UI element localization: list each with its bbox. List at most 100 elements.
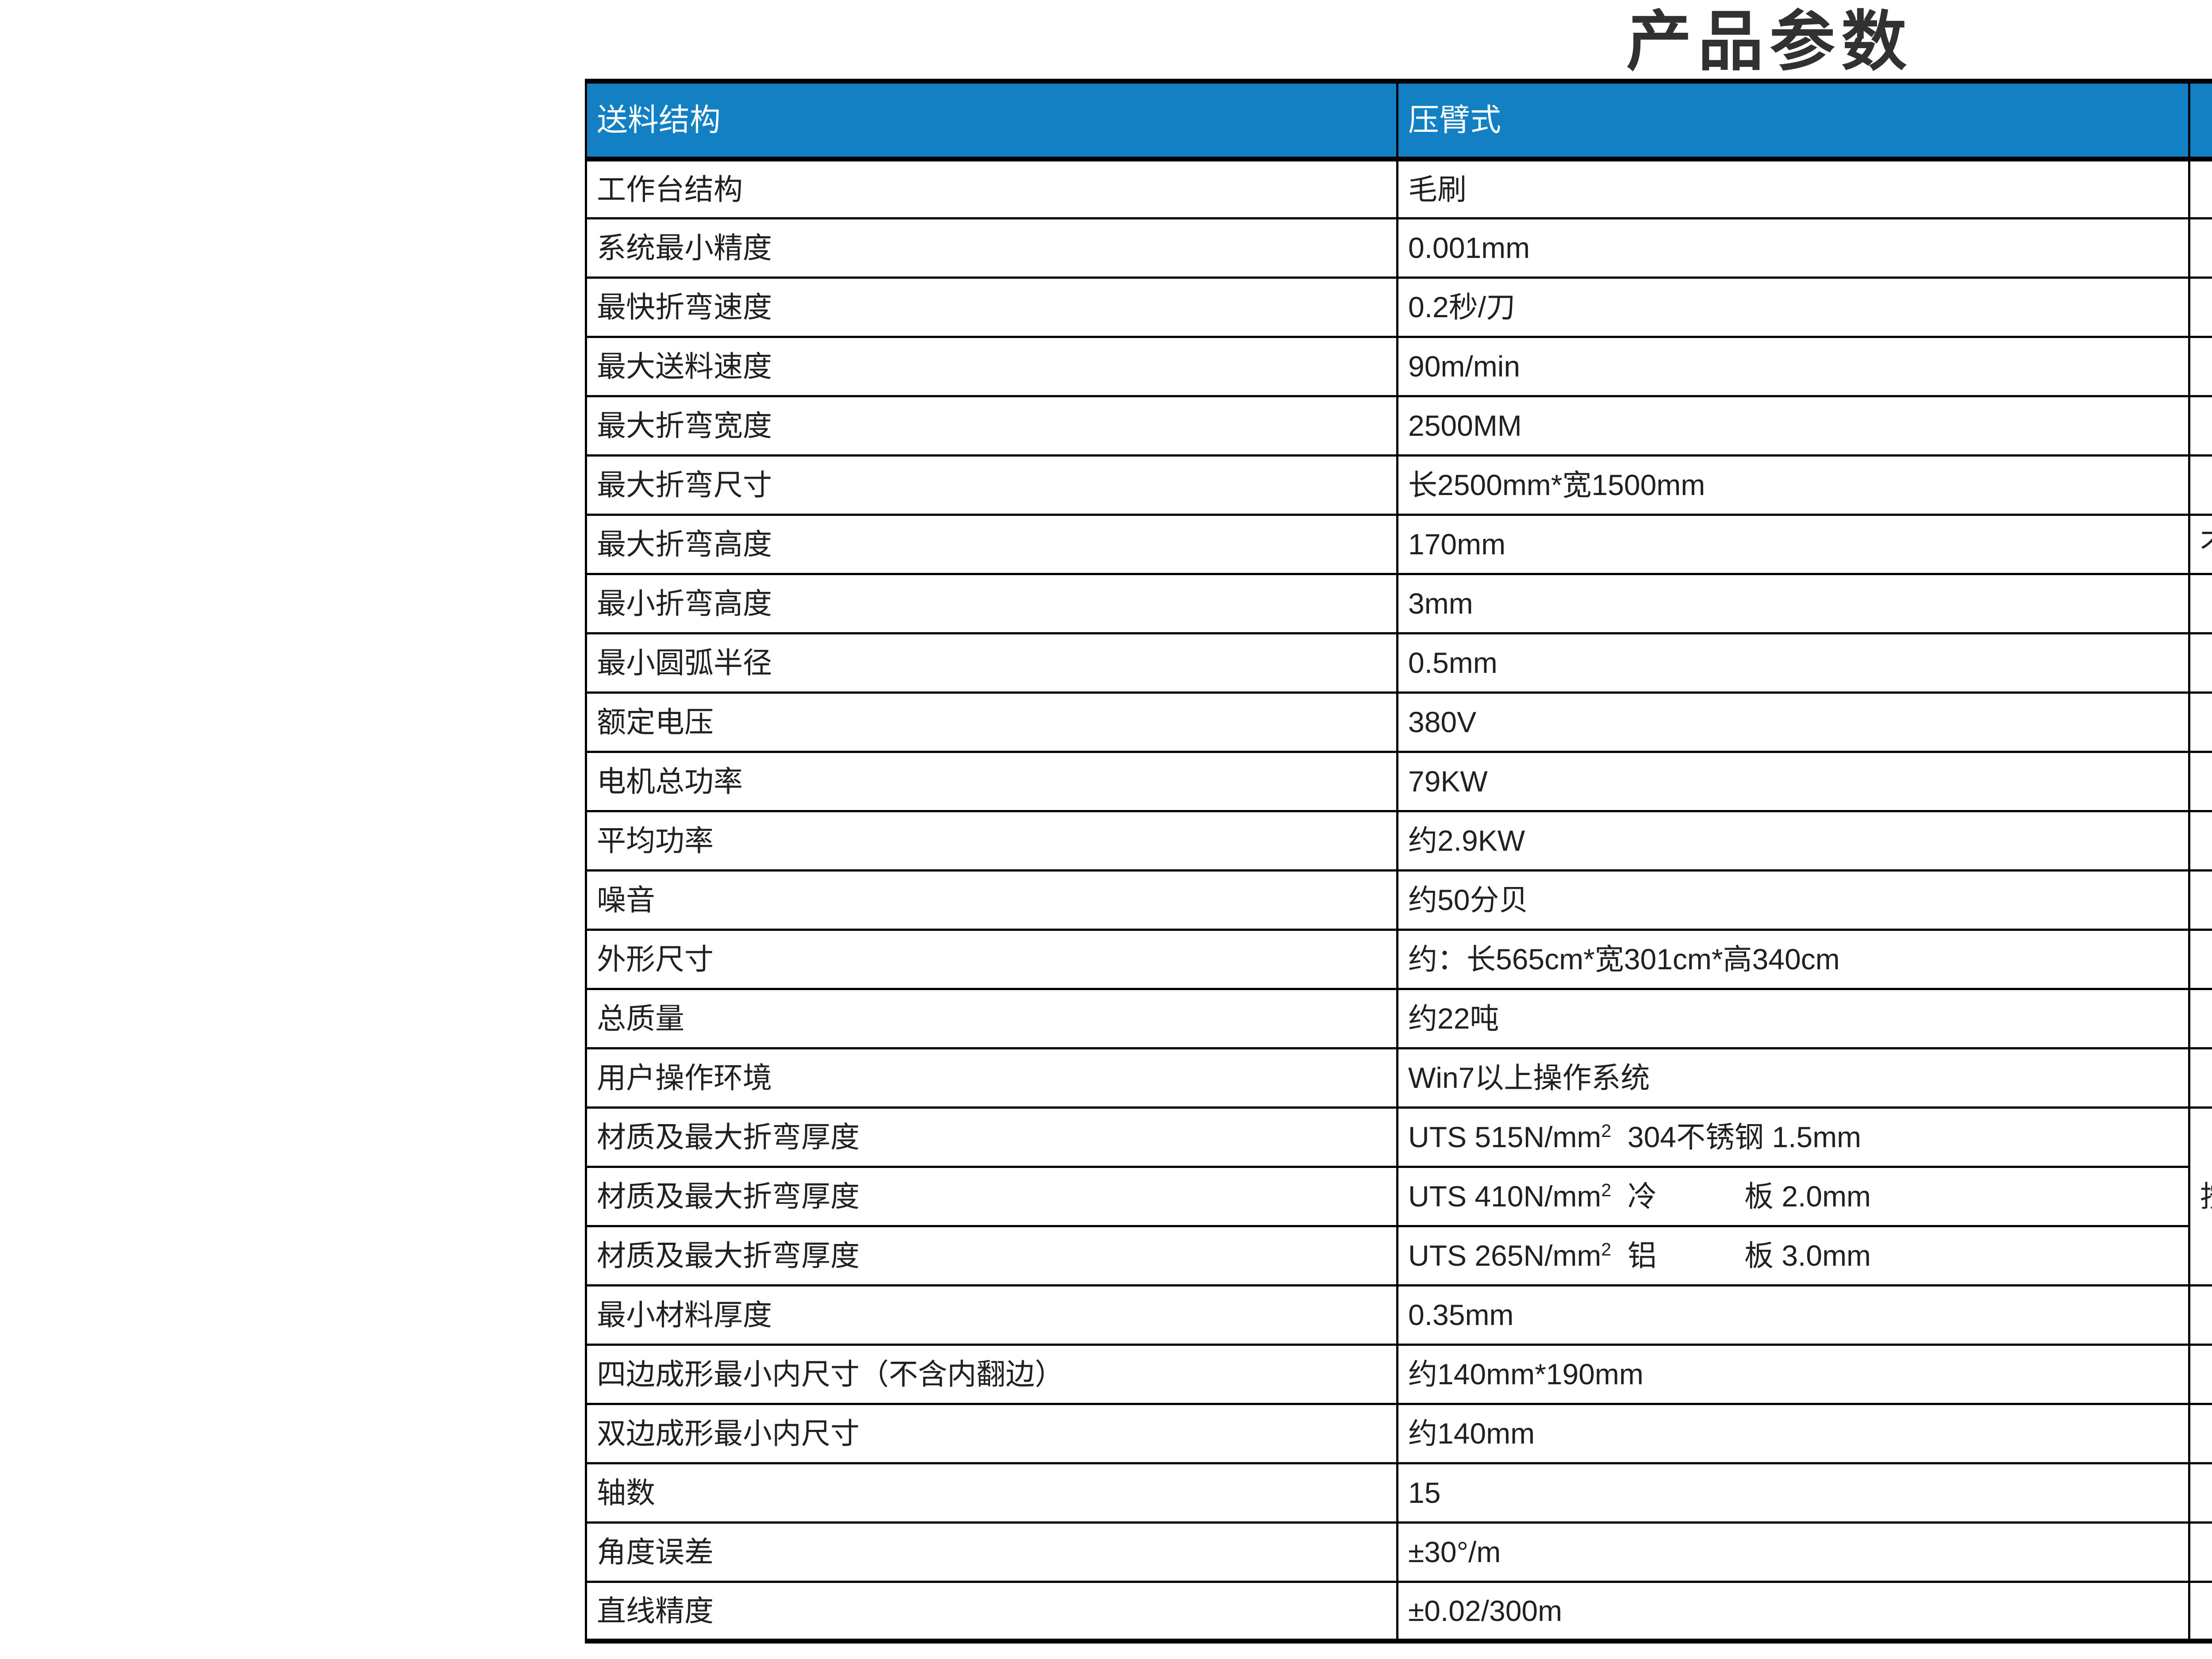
spec-value-cell: 2500MM bbox=[1396, 395, 2190, 457]
spec-value-cell: 毛刷 bbox=[1396, 158, 2190, 219]
table-row-material: 材质及最大折弯厚度 UTS 265N/mm2 铝 板 3.0mm bbox=[585, 1225, 2212, 1286]
spec-note-cell bbox=[2188, 158, 2212, 219]
page-title: 产品参数 bbox=[1626, 5, 1913, 78]
spec-value-cell: 约50分贝 bbox=[1396, 869, 2190, 931]
spec-value-cell: ±0.02/300m bbox=[1396, 1581, 2190, 1642]
product-spec-table: 送料结构 压臂式 工作台结构 毛刷 系统最小精度 0.001mm 最快折弯速度 0.2秒/… bbox=[585, 79, 2212, 1644]
spec-name-cell: 最快折弯速度 bbox=[585, 276, 1398, 338]
spec-note-cell bbox=[2188, 1047, 2212, 1109]
header-cell-feed-structure-value: 压臂式 bbox=[1396, 79, 2190, 161]
table-row: 工作台结构 毛刷 bbox=[585, 158, 2212, 219]
spec-name-cell: 外形尺寸 bbox=[585, 929, 1398, 990]
spec-value-cell: 0.001mm bbox=[1396, 217, 2190, 279]
table-row: 平均功率 约2.9KW bbox=[585, 810, 2212, 872]
material-thickness-label: 铝 板 3.0mm bbox=[1611, 1239, 1871, 1272]
spec-name-cell: 角度误差 bbox=[585, 1521, 1398, 1583]
spec-note-cell bbox=[2188, 691, 2212, 753]
table-row: 最快折弯速度 0.2秒/刀 bbox=[585, 276, 2212, 338]
uts-strength-label: UTS 410N/mm bbox=[1408, 1180, 1601, 1213]
spec-name-cell: 平均功率 bbox=[585, 810, 1398, 872]
table-row: 轴数 15 bbox=[585, 1462, 2212, 1524]
spec-value-cell: 90m/min bbox=[1396, 336, 2190, 397]
spec-name-cell: 最小材料厚度 bbox=[585, 1284, 1398, 1346]
spec-note-cell-merged: 按照0.8mm厚度出厂调机 bbox=[2188, 1106, 2212, 1286]
spec-name-cell: 直线精度 bbox=[585, 1581, 1398, 1642]
superscript-two: 2 bbox=[1601, 1121, 1612, 1141]
spec-note-cell bbox=[2188, 632, 2212, 694]
spec-note-cell bbox=[2188, 929, 2212, 990]
spec-note-cell bbox=[2188, 1521, 2212, 1583]
table-row: 总质量 约22吨 bbox=[585, 988, 2212, 1049]
table-row: 系统最小精度 0.001mm bbox=[585, 217, 2212, 279]
spec-value-cell: 15 bbox=[1396, 1462, 2190, 1524]
superscript-two: 2 bbox=[1601, 1180, 1612, 1201]
table-row: 噪音 约50分贝 bbox=[585, 869, 2212, 931]
table-row: 外形尺寸 约：长565cm*宽301cm*高340cm bbox=[585, 929, 2212, 990]
spec-name-cell: 噪音 bbox=[585, 869, 1398, 931]
spec-name-cell: 轴数 bbox=[585, 1462, 1398, 1524]
spec-value-cell: 约140mm*190mm bbox=[1396, 1344, 2190, 1405]
spec-note-cell bbox=[2188, 1462, 2212, 1524]
spec-value-cell: 3mm bbox=[1396, 573, 2190, 634]
uts-strength-label: UTS 515N/mm bbox=[1408, 1121, 1601, 1154]
spec-name-cell: 用户操作环境 bbox=[585, 1047, 1398, 1109]
spec-value-cell: 约22吨 bbox=[1396, 988, 2190, 1049]
spec-name-cell: 材质及最大折弯厚度 bbox=[585, 1225, 1398, 1286]
spec-name-cell: 额定电压 bbox=[585, 691, 1398, 753]
spec-value-cell: 79KW bbox=[1396, 751, 2190, 812]
spec-note-cell bbox=[2188, 869, 2212, 931]
spec-value-cell: 170mm bbox=[1396, 514, 2190, 575]
table-row: 角度误差 ±30°/m bbox=[585, 1521, 2212, 1583]
table-row: 最大送料速度 90m/min bbox=[585, 336, 2212, 397]
spec-name-cell: 总质量 bbox=[585, 988, 1398, 1049]
table-row: 电机总功率 79KW bbox=[585, 751, 2212, 812]
spec-name-cell: 最小圆弧半径 bbox=[585, 632, 1398, 694]
spec-name-cell: 最大折弯尺寸 bbox=[585, 454, 1398, 516]
material-thickness-label: 冷 板 2.0mm bbox=[1611, 1180, 1871, 1213]
spec-value-cell: 约：长565cm*宽301cm*高340cm bbox=[1396, 929, 2190, 990]
table-row: 四边成形最小内尺寸（不含内翻边） 约140mm*190mm bbox=[585, 1344, 2212, 1405]
header-cell-feed-structure: 送料结构 bbox=[585, 79, 1398, 161]
spec-value-cell: ±30°/m bbox=[1396, 1521, 2190, 1583]
spec-note-cell bbox=[2188, 336, 2212, 397]
spec-value-cell: 约2.9KW bbox=[1396, 810, 2190, 872]
spec-value-cell: 0.35mm bbox=[1396, 1284, 2190, 1346]
spec-name-cell: 最大折弯高度 bbox=[585, 514, 1398, 575]
spec-note-cell bbox=[2188, 810, 2212, 872]
spec-value-cell-material: UTS 265N/mm2 铝 板 3.0mm bbox=[1396, 1225, 2190, 1286]
spec-name-cell: 最小折弯高度 bbox=[585, 573, 1398, 634]
table-row-material: 材质及最大折弯厚度 UTS 410N/mm2 冷 板 2.0mm bbox=[585, 1166, 2212, 1227]
spec-value-cell: 0.5mm bbox=[1396, 632, 2190, 694]
spec-value-cell: 约140mm bbox=[1396, 1403, 2190, 1464]
spec-value-cell: 长2500mm*宽1500mm bbox=[1396, 454, 2190, 516]
spec-note-cell bbox=[2188, 276, 2212, 338]
table-row: 用户操作环境 Win7以上操作系统 bbox=[585, 1047, 2212, 1109]
spec-note-cell bbox=[2188, 1403, 2212, 1464]
table-row: 最大折弯尺寸 长2500mm*宽1500mm bbox=[585, 454, 2212, 516]
spec-name-cell: 最大送料速度 bbox=[585, 336, 1398, 397]
table-row: 最小材料厚度 0.35mm bbox=[585, 1284, 2212, 1346]
spec-table-container: 送料结构 压臂式 工作台结构 毛刷 系统最小精度 0.001mm 最快折弯速度 0.2秒/… bbox=[585, 79, 2212, 1644]
spec-value-cell-material: UTS 515N/mm2 304不锈钢 1.5mm bbox=[1396, 1106, 2190, 1168]
spec-name-cell: 双边成形最小内尺寸 bbox=[585, 1403, 1398, 1464]
table-row: 最大折弯宽度 2500MM bbox=[585, 395, 2212, 457]
spec-note-cell: 不含合页刀高度 bbox=[2188, 514, 2212, 575]
spec-name-cell: 四边成形最小内尺寸（不含内翻边） bbox=[585, 1344, 1398, 1405]
spec-note-cell bbox=[2188, 1581, 2212, 1642]
spec-value-cell: Win7以上操作系统 bbox=[1396, 1047, 2190, 1109]
superscript-two: 2 bbox=[1601, 1239, 1612, 1260]
spec-value-cell: 380V bbox=[1396, 691, 2190, 753]
spec-note-cell bbox=[2188, 1284, 2212, 1346]
spec-name-cell: 材质及最大折弯厚度 bbox=[585, 1106, 1398, 1168]
table-row: 最小圆弧半径 0.5mm bbox=[585, 632, 2212, 694]
table-header-row: 送料结构 压臂式 bbox=[585, 79, 2212, 161]
table-row: 额定电压 380V bbox=[585, 691, 2212, 753]
table-row: 最小折弯高度 3mm bbox=[585, 573, 2212, 634]
spec-note-cell bbox=[2188, 217, 2212, 279]
spec-name-cell: 材质及最大折弯厚度 bbox=[585, 1166, 1398, 1227]
spec-name-cell: 工作台结构 bbox=[585, 158, 1398, 219]
spec-note-cell bbox=[2188, 395, 2212, 457]
table-row: 直线精度 ±0.02/300m bbox=[585, 1581, 2212, 1642]
